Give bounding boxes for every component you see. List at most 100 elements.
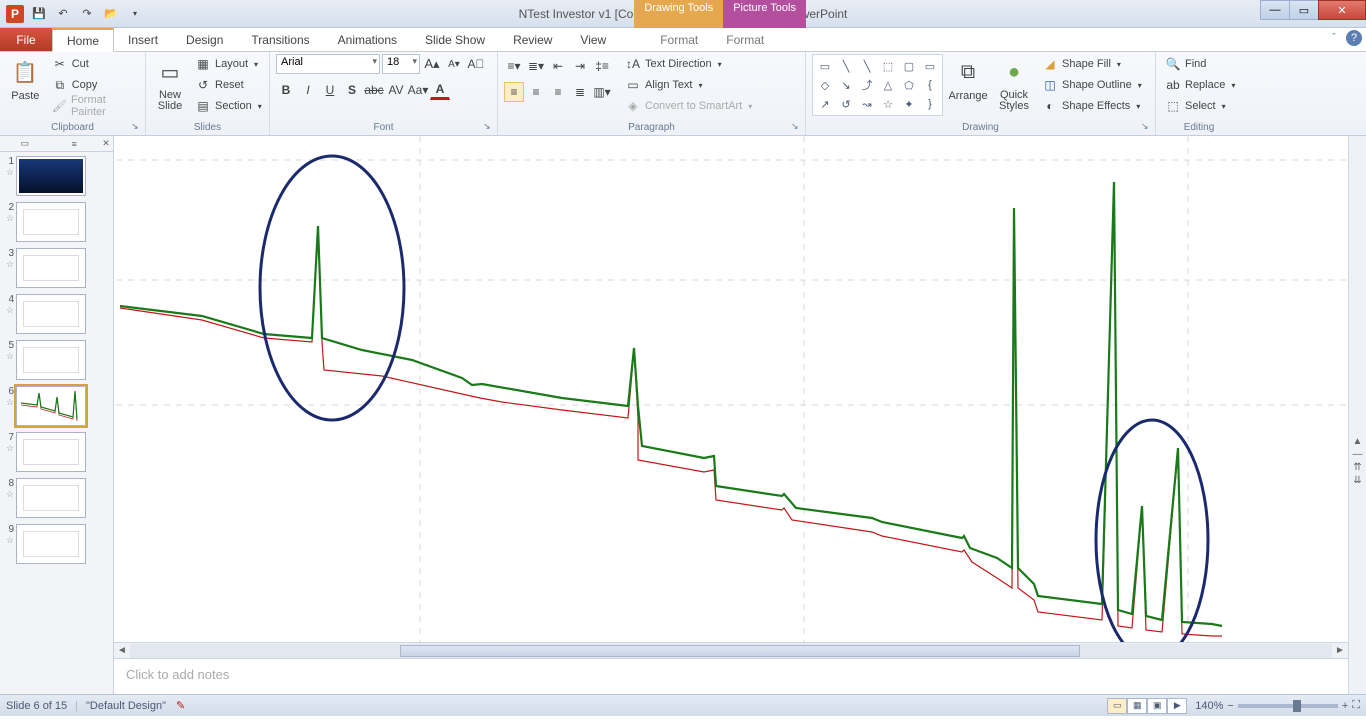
slideshow-view-icon[interactable]: ▶ [1167, 698, 1187, 714]
columns-button[interactable]: ▥▾ [592, 82, 612, 102]
format-painter-button[interactable]: 🖌Format Painter [49, 96, 139, 116]
reset-button[interactable]: ↺Reset [192, 75, 265, 95]
qat-more-icon[interactable]: ▾ [124, 3, 146, 25]
shape-icon[interactable]: ◇ [815, 76, 835, 94]
font-name-combo[interactable]: Arial [276, 54, 380, 74]
shape-icon[interactable]: ▢ [899, 57, 919, 75]
prev-slide-icon[interactable]: ▲ [1353, 436, 1363, 447]
grow-font-icon[interactable]: A▴ [422, 54, 442, 74]
arrange-button[interactable]: ⧉Arrange [947, 54, 989, 104]
inc-indent-button[interactable]: ⇥ [570, 56, 590, 76]
fit-icon[interactable]: ⛶ [1352, 699, 1360, 712]
dialog-launcher-icon[interactable]: ↘ [791, 121, 803, 133]
replace-button[interactable]: abReplace▾ [1162, 75, 1238, 95]
shape-icon[interactable]: { [920, 76, 940, 94]
shrink-font-icon[interactable]: A▾ [444, 54, 464, 74]
format-picture-tab[interactable]: Format [712, 28, 778, 51]
slide-thumb-5[interactable]: 5☆ [2, 340, 111, 380]
cut-button[interactable]: ✂Cut [49, 54, 139, 74]
shape-gallery[interactable]: ▭╲╲⬚▢▭ ◇↘⤴△⬠{ ↗↺↝☆✦} [812, 54, 943, 116]
reading-view-icon[interactable]: ▣ [1147, 698, 1167, 714]
shape-icon[interactable]: ⬠ [899, 76, 919, 94]
slide-thumb-8[interactable]: 8☆ [2, 478, 111, 518]
bullets-button[interactable]: ≡▾ [504, 56, 524, 76]
review-tab[interactable]: Review [499, 28, 566, 51]
dialog-launcher-icon[interactable]: ↘ [483, 121, 495, 133]
notes-area[interactable]: Click to add notes [114, 658, 1348, 694]
text-direction-button[interactable]: ↕AText Direction▾ [622, 54, 755, 74]
shape-icon[interactable]: ⬚ [878, 57, 898, 75]
zoom-in-icon[interactable]: + [1342, 700, 1348, 712]
help-icon[interactable]: ? [1346, 30, 1362, 46]
next-set-icon[interactable]: ⇊ [1353, 475, 1361, 486]
find-button[interactable]: 🔍Find [1162, 54, 1238, 74]
slide-thumb-6[interactable]: 6☆ [2, 386, 111, 426]
shape-icon[interactable]: ▭ [920, 57, 940, 75]
zoom-level[interactable]: 140% [1195, 700, 1223, 712]
sorter-view-icon[interactable]: ▦ [1127, 698, 1147, 714]
italic-button[interactable]: I [298, 80, 318, 100]
clear-format-icon[interactable]: A⃠ [466, 54, 486, 74]
select-button[interactable]: ⬚Select▾ [1162, 96, 1238, 116]
shape-icon[interactable]: ↘ [836, 76, 856, 94]
slideshow-tab[interactable]: Slide Show [411, 28, 499, 51]
dialog-launcher-icon[interactable]: ↘ [131, 121, 143, 133]
slide-thumb-9[interactable]: 9☆ [2, 524, 111, 564]
animations-tab[interactable]: Animations [324, 28, 411, 51]
normal-view-icon[interactable]: ▭ [1107, 698, 1127, 714]
paste-button[interactable]: 📋 Paste [6, 54, 45, 104]
minimize-ribbon-icon[interactable]: ˇ [1326, 30, 1342, 46]
shape-icon[interactable]: ╲ [857, 57, 877, 75]
shadow-button[interactable]: S [342, 80, 362, 100]
insert-tab[interactable]: Insert [114, 28, 172, 51]
scroll-right-icon[interactable]: ► [1332, 645, 1348, 656]
slide-thumb-4[interactable]: 4☆ [2, 294, 111, 334]
shape-icon[interactable]: △ [878, 76, 898, 94]
scroll-left-icon[interactable]: ◄ [114, 645, 130, 656]
shape-icon[interactable]: ☆ [878, 95, 898, 113]
shape-effects-button[interactable]: ◐Shape Effects▾ [1039, 96, 1145, 116]
shape-icon[interactable]: ↗ [815, 95, 835, 113]
scroll-track[interactable] [130, 644, 1332, 658]
align-right-button[interactable]: ≡ [548, 82, 568, 102]
scroll-thumb[interactable] [400, 645, 1080, 657]
shape-icon[interactable]: ↺ [836, 95, 856, 113]
justify-button[interactable]: ≣ [570, 82, 590, 102]
format-drawing-tab[interactable]: Format [646, 28, 712, 51]
shape-icon[interactable]: ✦ [899, 95, 919, 113]
slide-thumb-1[interactable]: 1☆ [2, 156, 111, 196]
shape-icon[interactable]: ╲ [836, 57, 856, 75]
align-left-button[interactable]: ≡ [504, 82, 524, 102]
close-button[interactable]: ✕ [1318, 0, 1366, 20]
design-tab[interactable]: Design [172, 28, 237, 51]
case-button[interactable]: Aa▾ [408, 80, 428, 100]
new-slide-button[interactable]: ▭ New Slide [152, 54, 188, 114]
minimize-button[interactable]: — [1260, 0, 1290, 20]
save-icon[interactable]: 💾 [28, 3, 50, 25]
slide-thumb-3[interactable]: 3☆ [2, 248, 111, 288]
slide-thumb-7[interactable]: 7☆ [2, 432, 111, 472]
align-text-button[interactable]: ▭Align Text▾ [622, 75, 755, 95]
numbering-button[interactable]: ≣▾ [526, 56, 546, 76]
spacing-button[interactable]: AV [386, 80, 406, 100]
prev-set-icon[interactable]: ⇈ [1353, 462, 1361, 473]
app-icon[interactable]: P [4, 3, 26, 25]
underline-button[interactable]: U [320, 80, 340, 100]
quick-styles-button[interactable]: ●Quick Styles [993, 54, 1035, 114]
dialog-launcher-icon[interactable]: ↘ [1141, 121, 1153, 133]
dec-indent-button[interactable]: ⇤ [548, 56, 568, 76]
spell-icon[interactable]: ✎ [176, 699, 185, 712]
font-color-button[interactable]: A [430, 80, 450, 100]
shape-icon[interactable]: } [920, 95, 940, 113]
close-panel-icon[interactable]: ✕ [99, 136, 113, 151]
transitions-tab[interactable]: Transitions [237, 28, 323, 51]
zoom-slider[interactable] [1238, 704, 1338, 708]
home-tab[interactable]: Home [52, 28, 114, 52]
slides-tab-icon[interactable]: ▭ [0, 136, 50, 151]
section-button[interactable]: ▤Section▾ [192, 96, 265, 116]
bold-button[interactable]: B [276, 80, 296, 100]
outline-tab-icon[interactable]: ≡ [50, 136, 100, 151]
slide-thumb-2[interactable]: 2☆ [2, 202, 111, 242]
smartart-button[interactable]: ◈Convert to SmartArt▾ [622, 96, 755, 116]
view-tab[interactable]: View [566, 28, 620, 51]
